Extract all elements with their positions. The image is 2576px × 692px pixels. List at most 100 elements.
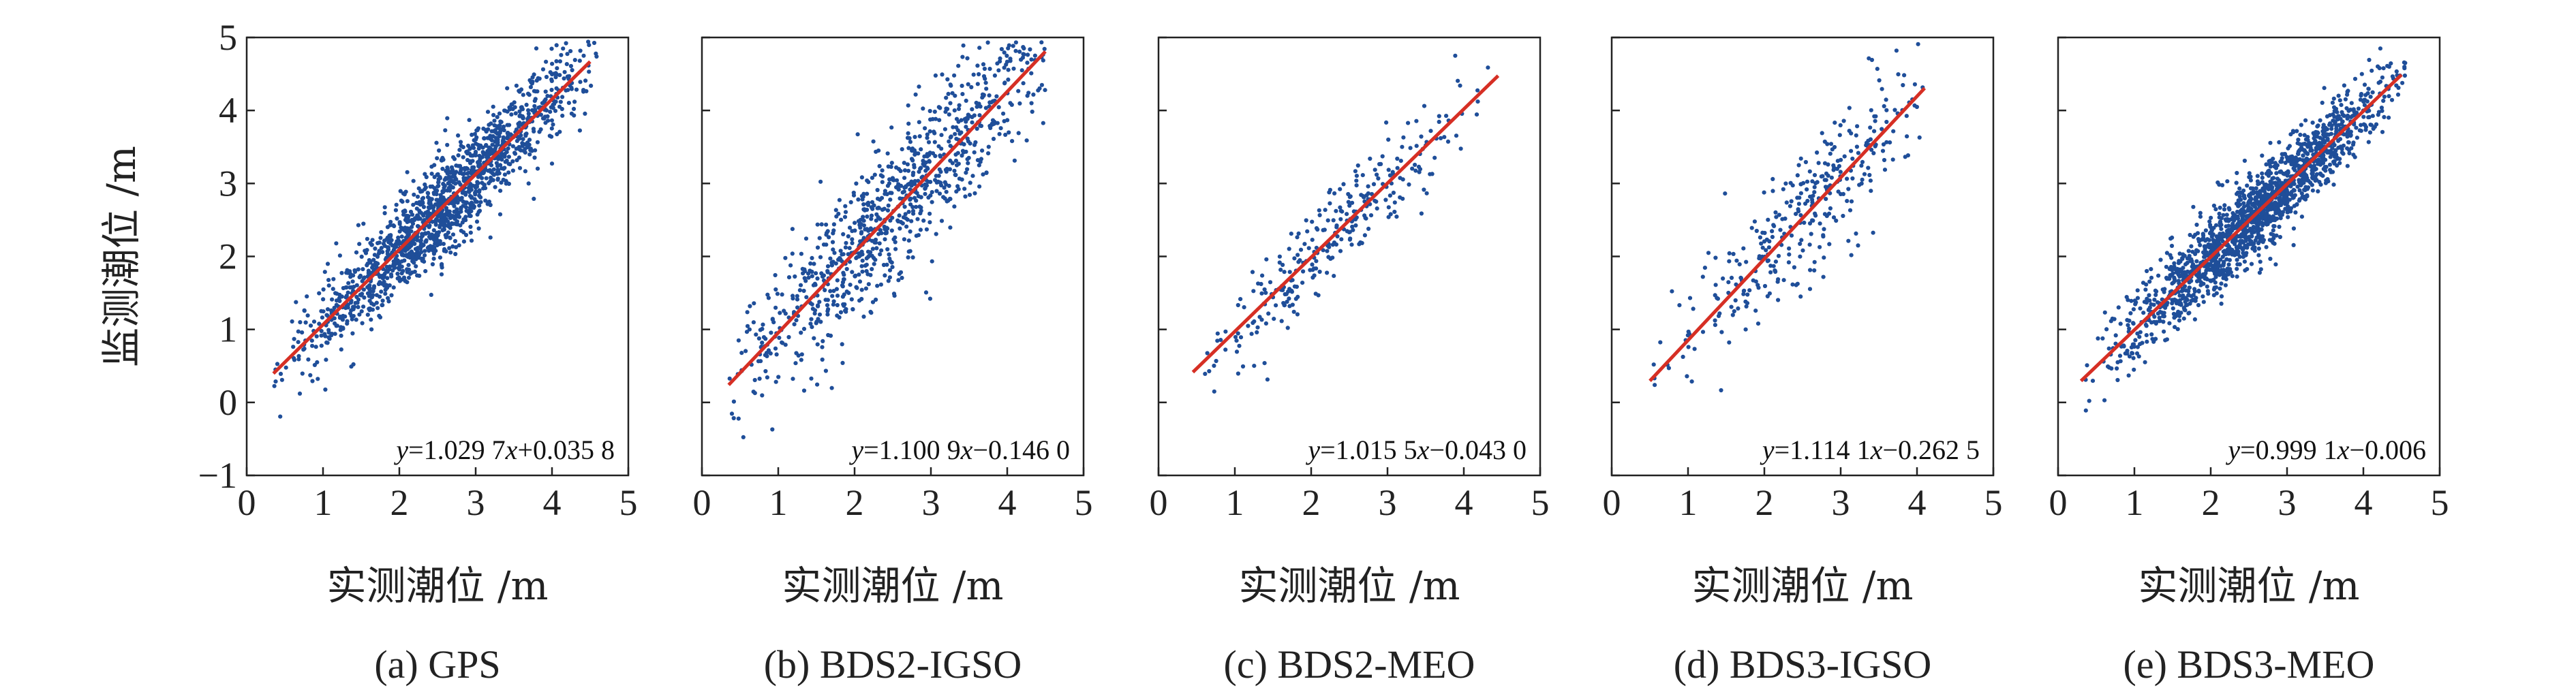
y-tick-label: −1 [198, 455, 237, 496]
scatter-point [865, 178, 870, 183]
scatter-point [310, 379, 315, 383]
scatter-point [833, 208, 838, 213]
scatter-point [1831, 163, 1836, 168]
scatter-point [454, 163, 459, 168]
scatter-point [354, 317, 358, 322]
scatter-point [1252, 364, 1257, 368]
scatter-point [302, 308, 307, 313]
scatter-point [1039, 82, 1044, 87]
scatter-point [897, 272, 902, 277]
scatter-point [482, 183, 487, 187]
scatter-point [1017, 101, 1022, 106]
scatter-point [2144, 333, 2149, 338]
scatter-point [863, 263, 868, 268]
scatter-point [1807, 221, 1813, 226]
scatter-point [1289, 232, 1293, 236]
scatter-point [922, 154, 927, 159]
scatter-point [853, 221, 857, 225]
scatter-point [506, 155, 512, 159]
scatter-point [815, 382, 820, 387]
scatter-point [812, 311, 817, 316]
scatter-point [2188, 232, 2192, 238]
scatter-point [2168, 265, 2173, 270]
scatter-point [2260, 221, 2265, 225]
scatter-point [883, 273, 887, 278]
scatter-point [2368, 95, 2373, 99]
scatter-point [869, 217, 874, 221]
scatter-point [1007, 130, 1011, 135]
scatter-point [831, 222, 836, 227]
scatter-point [2394, 69, 2399, 74]
scatter-point [444, 249, 448, 254]
scatter-point [569, 85, 574, 90]
scatter-point [2219, 294, 2224, 299]
scatter-point [1458, 146, 1463, 151]
scatter-point [802, 276, 807, 281]
scatter-point [1252, 319, 1257, 324]
scatter-point [2171, 306, 2175, 311]
scatter-point [874, 149, 878, 154]
scatter-point [1002, 50, 1007, 55]
scatter-point [970, 174, 975, 178]
scatter-point [919, 166, 923, 170]
scatter-point [401, 268, 405, 273]
scatter-point [399, 225, 403, 230]
scatter-point [2235, 223, 2239, 228]
scatter-point [504, 181, 508, 186]
scatter-point [2258, 260, 2263, 264]
scatter-point [1752, 219, 1757, 224]
scatter-point [2177, 294, 2182, 298]
scatter-point [1456, 78, 1460, 83]
scatter-point [485, 202, 490, 206]
scatter-point [1829, 175, 1834, 180]
scatter-point [1437, 114, 1441, 119]
scatter-point [860, 269, 865, 274]
scatter-point [2250, 186, 2255, 191]
scatter-point [1282, 270, 1287, 274]
scatter-point [2231, 239, 2236, 244]
scatter-point [2198, 242, 2203, 247]
scatter-point [535, 140, 540, 144]
scatter-point [1867, 56, 1871, 61]
scatter-point [2141, 311, 2146, 315]
scatter-point [808, 321, 813, 326]
scatter-point [878, 217, 883, 221]
scatter-point [532, 99, 537, 104]
scatter-point [1837, 133, 1842, 138]
scatter-point [1849, 148, 1854, 153]
scatter-point [957, 103, 962, 108]
scatter-point [2345, 146, 2350, 151]
scatter-point [1360, 173, 1365, 178]
scatter-point [2187, 285, 2192, 290]
scatter-point [1334, 223, 1339, 228]
scatter-point [2183, 270, 2189, 275]
scatter-point [393, 208, 399, 213]
scatter-point [921, 159, 925, 163]
scatter-point [1373, 198, 1377, 203]
scatter-point [570, 67, 574, 73]
scatter-point [1332, 274, 1336, 279]
scatter-point [454, 170, 459, 174]
scatter-point [418, 240, 423, 245]
scatter-point [1322, 227, 1327, 232]
scatter-point [736, 338, 741, 343]
scatter-point [1025, 93, 1030, 98]
scatter-point [2389, 97, 2395, 102]
scatter-point [2255, 174, 2260, 178]
scatter-point [956, 161, 961, 166]
scatter-point [520, 114, 525, 120]
scatter-point [493, 144, 498, 148]
scatter-point [337, 314, 343, 319]
scatter-point [2288, 191, 2293, 196]
scatter-point [932, 129, 936, 134]
scatter-point [273, 379, 278, 384]
scatter-point [1454, 133, 1459, 138]
scatter-point [517, 136, 521, 140]
scatter-point [544, 74, 549, 80]
scatter-point [1362, 195, 1366, 200]
scatter-point [795, 305, 800, 310]
scatter-point [783, 311, 788, 316]
scatter-point [341, 326, 346, 330]
scatter-point [915, 191, 919, 195]
